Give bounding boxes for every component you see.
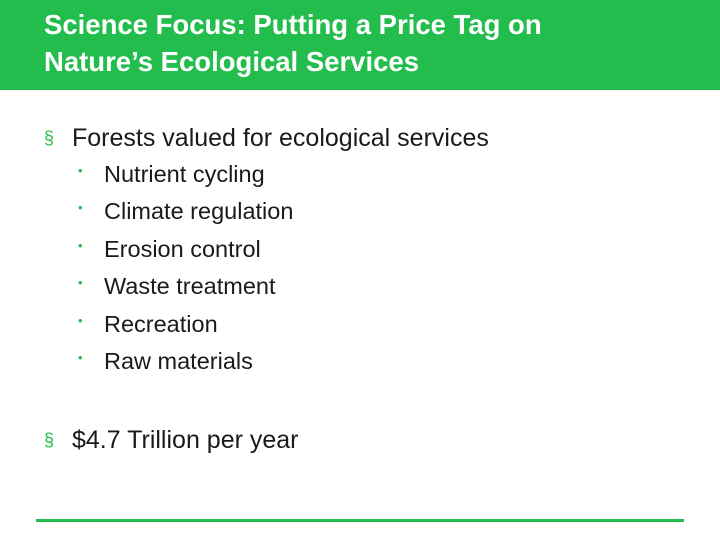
dot-bullet-icon: • bbox=[78, 163, 83, 178]
list-item-text: Recreation bbox=[104, 310, 218, 337]
list-item-text: Erosion control bbox=[104, 235, 261, 262]
bullet-value-text: $4.7 Trillion per year bbox=[72, 426, 299, 454]
dot-bullet-icon: • bbox=[78, 237, 83, 253]
section-bullet-icon: § bbox=[44, 430, 55, 450]
section-bullet-icon: § bbox=[44, 128, 55, 148]
slide-title-line-2: Nature’s Ecological Services bbox=[44, 46, 419, 77]
bullet-forests-text: Forests valued for ecological services bbox=[72, 124, 489, 152]
dot-bullet-icon: • bbox=[78, 275, 83, 291]
dot-bullet-icon: • bbox=[78, 200, 83, 216]
footer-divider bbox=[36, 519, 684, 522]
list-item-text: Climate regulation bbox=[104, 198, 294, 225]
list-item-text: Waste treatment bbox=[104, 273, 276, 300]
dot-bullet-icon: • bbox=[78, 312, 83, 328]
list-item-text: Nutrient cycling bbox=[104, 161, 265, 187]
slide-title-line-1: Science Focus: Putting a Price Tag on bbox=[44, 9, 542, 40]
list-item-text: Raw materials bbox=[104, 347, 253, 374]
dot-bullet-icon: • bbox=[78, 349, 83, 365]
title-bar: Science Focus: Putting a Price Tag on Na… bbox=[0, 0, 720, 90]
